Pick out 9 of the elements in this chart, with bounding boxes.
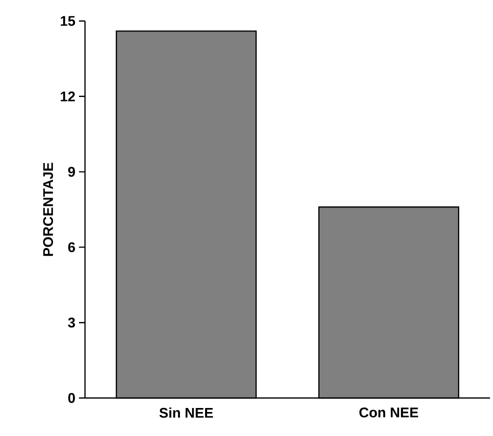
y-axis-title: PORCENTAJE <box>43 162 54 256</box>
y-tick-label: 0 <box>68 393 75 403</box>
y-tick-label: 12 <box>60 91 75 102</box>
x-tick-label: Con NEE <box>359 408 418 418</box>
y-tick-label: 6 <box>68 242 75 252</box>
x-tick-label: Sin NEE <box>159 408 213 418</box>
y-tick-label: 15 <box>60 16 76 26</box>
y-tick-label: 9 <box>68 166 75 177</box>
y-tick-label: 3 <box>68 318 75 328</box>
